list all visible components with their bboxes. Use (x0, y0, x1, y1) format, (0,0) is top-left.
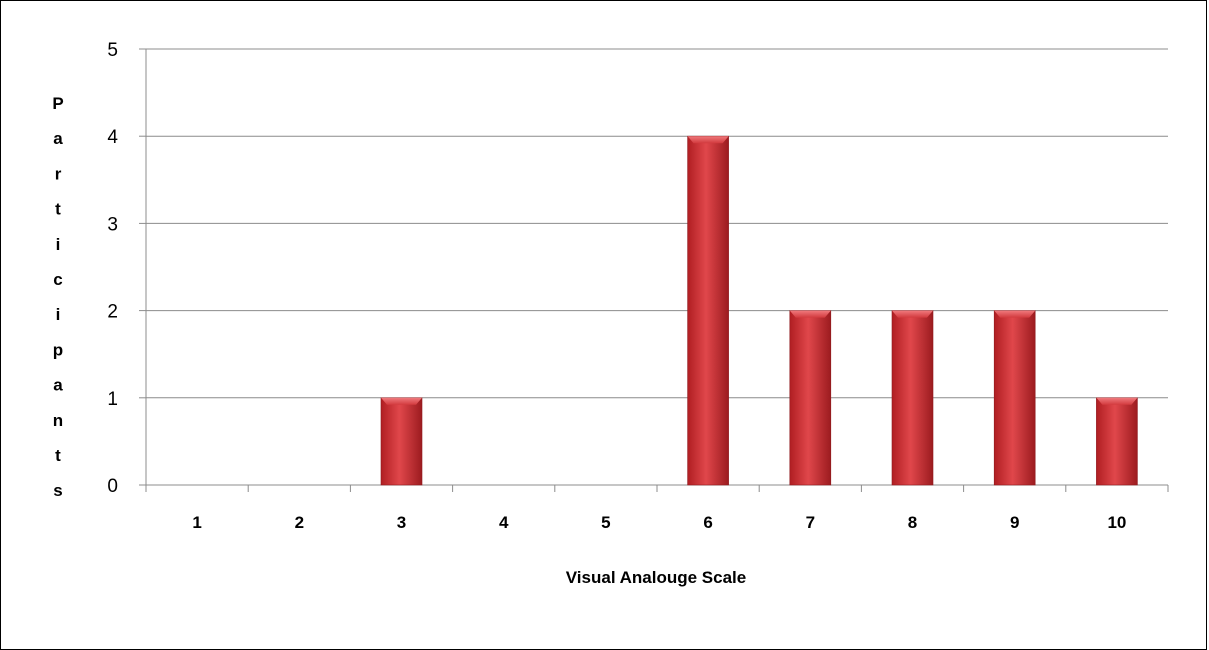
y-axis-title-letter: a (53, 129, 63, 148)
y-tick-label: 3 (107, 214, 118, 235)
bar-body (687, 135, 729, 486)
bar-bevel (687, 136, 729, 144)
x-tick-label: 1 (192, 513, 201, 532)
bar-body (789, 310, 832, 486)
bar (1096, 397, 1138, 486)
bar-body (993, 310, 1036, 486)
bar-bevel (789, 310, 831, 318)
y-tick-label: 5 (107, 40, 118, 61)
y-axis-title-letter: p (53, 340, 63, 359)
y-tick-label: 0 (107, 476, 118, 497)
y-axis-title-letter: t (55, 446, 61, 465)
x-tick-label: 10 (1107, 513, 1126, 532)
bar-bevel (892, 310, 933, 318)
bar-body (1096, 397, 1138, 486)
bar-bevel (1096, 397, 1138, 405)
x-tick-label: 7 (806, 513, 815, 532)
y-axis-title-letter: n (53, 411, 63, 430)
y-tick-label: 4 (107, 127, 118, 148)
y-axis-title-letter: a (53, 376, 63, 395)
bar (380, 397, 423, 486)
y-axis-title-letter: t (55, 200, 61, 219)
bar-bevel (381, 397, 422, 405)
x-axis-title: Visual Analouge Scale (566, 568, 746, 587)
x-tick-label: 9 (1010, 513, 1019, 532)
bar (993, 310, 1036, 486)
bar-body (380, 397, 423, 486)
bar-chart: 0 1 2 3 4 5 1 2 3 4 5 6 7 8 9 10 Visual Analouge Scale… (52, 40, 1169, 587)
x-tick-label: 3 (397, 513, 406, 532)
y-axis-title-letter: c (53, 270, 62, 289)
x-tick-label: 6 (703, 513, 712, 532)
y-tick-label: 1 (107, 389, 118, 410)
y-tick-label: 2 (107, 302, 118, 323)
bar (891, 310, 934, 486)
y-axis-title-letter: P (52, 94, 63, 113)
x-tick-labels: 1 2 3 4 5 6 7 8 9 10 (192, 513, 1126, 532)
bar-bevel (994, 310, 1036, 318)
x-tick-label: 4 (499, 513, 509, 532)
x-tick-label: 2 (295, 513, 304, 532)
x-tick-label: 5 (601, 513, 610, 532)
y-axis-title-letter: i (56, 305, 61, 324)
bars (380, 135, 1138, 486)
bar-body (891, 310, 934, 486)
bar (687, 135, 729, 486)
bar (789, 310, 832, 486)
y-axis-title-letter: s (53, 481, 62, 500)
x-tick-label: 8 (908, 513, 917, 532)
y-axis-title-letter: i (56, 235, 61, 254)
y-tick-labels: 0 1 2 3 4 5 (107, 40, 118, 497)
y-axis-title-letter: r (55, 164, 62, 183)
